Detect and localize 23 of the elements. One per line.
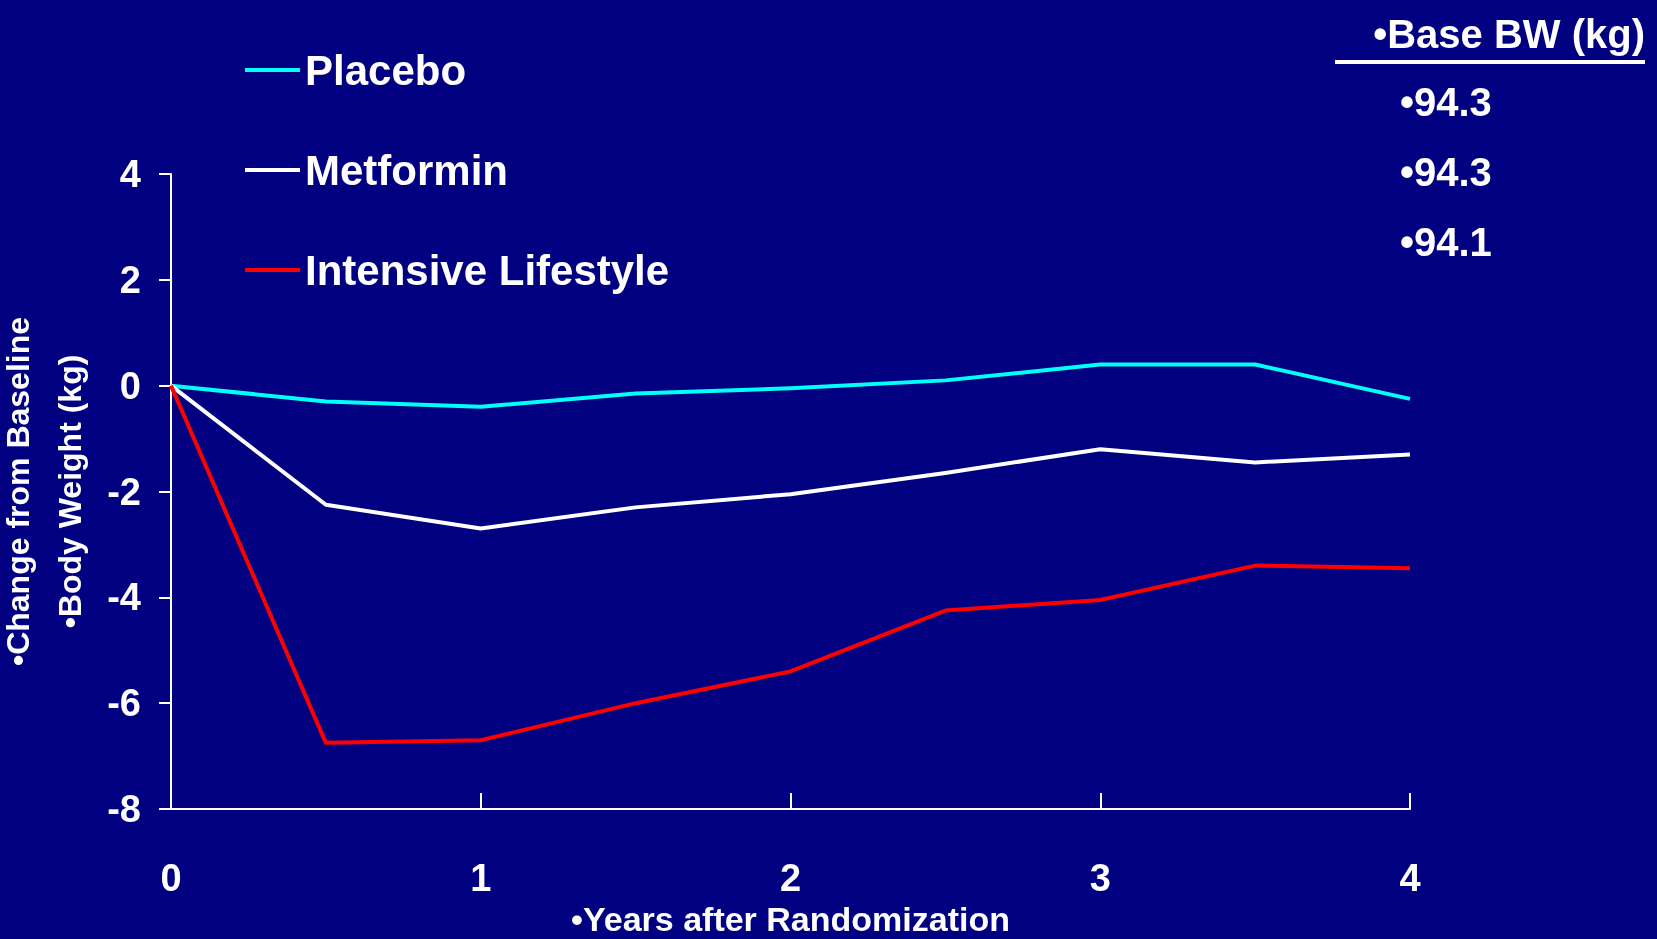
x-tick-label: 4 bbox=[1399, 857, 1421, 899]
line-series bbox=[169, 383, 1412, 745]
x-tick-label: 1 bbox=[470, 857, 492, 899]
y-axis-title: •Change from Baseline •Body Weight (kg) bbox=[0, 316, 89, 667]
annotation: •94.1 bbox=[1400, 220, 1492, 264]
y-tick-label: -2 bbox=[107, 470, 141, 513]
y-tick-label: -6 bbox=[107, 682, 141, 725]
x-tick-label: 3 bbox=[1089, 857, 1111, 899]
y-tick-label: 2 bbox=[119, 258, 141, 301]
text: •94.3 bbox=[1400, 80, 1492, 124]
legend-label: Placebo bbox=[305, 46, 467, 94]
text: •Base BW (kg) bbox=[1373, 12, 1646, 56]
y-tick-label: 0 bbox=[119, 364, 141, 407]
y-tick-label: 4 bbox=[119, 153, 141, 195]
line-series bbox=[169, 362, 1412, 409]
x-axis-title: •Years after Randomization bbox=[571, 900, 1010, 938]
y-tick-label: -8 bbox=[107, 788, 141, 830]
legend-label: Metformin bbox=[305, 146, 508, 194]
legend-label: Intensive Lifestyle bbox=[305, 246, 670, 294]
x-tick-label: 0 bbox=[160, 857, 182, 899]
x-tick-label: 2 bbox=[779, 857, 802, 899]
annotation: •94.3 bbox=[1400, 150, 1492, 194]
y-tick-label: -4 bbox=[107, 576, 141, 619]
